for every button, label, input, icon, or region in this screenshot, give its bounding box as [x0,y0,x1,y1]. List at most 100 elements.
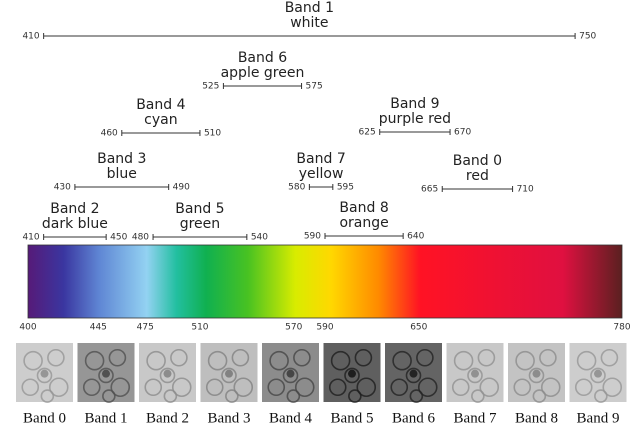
range-start: 525 [202,82,219,92]
band-color: green [180,216,220,232]
thumbnail-cell [36,367,53,384]
thumbnail-cell [453,350,474,371]
thumbnail-label: Band 4 [269,410,312,426]
thumbnail-cell [416,348,434,367]
thumbnail-cell [225,389,239,403]
thumbnail-cell [409,389,424,403]
thumbnail-cell [590,367,606,384]
thumbnail-label: Band 3 [208,410,251,426]
band-color: red [466,168,489,184]
thumbnail-cell [23,350,43,371]
thumbnail-label: Band 6 [392,410,435,426]
band-color: dark blue [42,216,108,232]
range-start: 625 [359,128,376,138]
thumbnail-cell [47,348,65,367]
thumbnail-cell [513,378,532,397]
thumbnail-cell [574,378,593,397]
band-name: Band 3 [97,151,146,167]
thumbnail-cell [467,367,483,384]
thumbnail-cell [231,348,250,367]
thumbnail-cell [354,348,373,367]
thumbnail-cell [286,389,301,403]
thumbnail-cell [84,350,105,371]
range-end: 450 [110,233,127,243]
thumbnail-label: Band 5 [331,410,374,426]
thumbnail-cell [146,350,166,371]
thumbnail-cell [330,350,351,371]
range-end: 595 [337,183,354,193]
band-name: Band 5 [175,201,224,217]
range-end: 710 [517,185,534,195]
thumbnail-cell [102,389,116,403]
range-start: 410 [22,233,39,243]
spectrum-tick: 475 [137,323,154,333]
thumbnail-core [594,369,602,378]
band-name: Band 9 [390,96,439,112]
band-color: purple red [379,111,451,127]
thumbnail-cell [540,377,561,398]
thumbnail-cell [40,389,55,403]
range-start: 580 [288,183,305,193]
thumbnail-cell [98,367,114,384]
range-end: 750 [579,32,596,42]
thumbnail-cell [392,350,412,371]
thumbnail-cell [515,350,535,371]
range-end: 575 [306,82,323,92]
thumbnail-cell [159,367,176,384]
thumbnail-cell [532,389,547,403]
range-start: 460 [101,129,118,139]
thumbnail-cell [163,389,178,403]
thumbnail-cell [110,377,131,398]
band-name: Band 4 [136,97,185,113]
thumbnail-cell [344,367,360,384]
thumbnail-label: Band 2 [146,410,189,426]
band-color: yellow [299,166,344,182]
spectrum-tick: 570 [285,323,302,333]
spectrum-tick: 445 [90,323,107,333]
thumbnail-core [102,369,110,378]
range-start: 590 [304,232,321,242]
thumbnail-label: Band 7 [454,410,497,426]
thumbnail-cell [479,377,500,398]
thumbnail-cell [594,389,608,403]
thumbnail-cell [207,350,228,371]
thumbnail-cell [294,377,315,398]
range-start: 665 [421,185,438,195]
thumbnail-cell [528,367,545,384]
thumbnail-core [409,369,418,378]
thumbnail-core [471,369,479,378]
thumbnail-cell [405,367,422,384]
band-color: cyan [144,112,177,128]
thumbnail-core [348,369,356,378]
range-end: 640 [407,232,424,242]
thumbnail-label: Band 9 [577,410,620,426]
thumbnail-cell [576,350,597,371]
spectrum-tick: 510 [191,323,208,333]
spectrum-tick: 590 [316,323,333,333]
band-color: blue [107,166,137,182]
thumbnail-cell [328,378,347,397]
thumbnail-cell [282,367,299,384]
thumbnail-cell [171,377,192,398]
thumbnail-core [225,369,233,378]
thumbnail-cell [539,348,557,367]
thumbnail-cell [205,378,224,397]
thumbnail-cell [233,377,254,398]
thumbnail-cell [600,348,619,367]
thumbnail-cell [269,350,289,371]
thumbnail-cell [293,348,311,367]
band-color: white [290,15,328,31]
range-end: 490 [173,183,190,193]
thumbnail-cell [82,378,101,397]
thumbnail-label: Band 1 [85,410,128,426]
range-start: 480 [132,233,149,243]
thumbnail-cell [451,378,470,397]
thumbnail-cell [21,378,40,397]
thumbnail-cell [417,377,438,398]
band-name: Band 0 [453,153,502,169]
thumbnail-core [40,369,49,378]
spectrum-tick: 780 [613,323,630,333]
band-color: apple green [221,65,305,81]
thumbnail-core [532,369,541,378]
